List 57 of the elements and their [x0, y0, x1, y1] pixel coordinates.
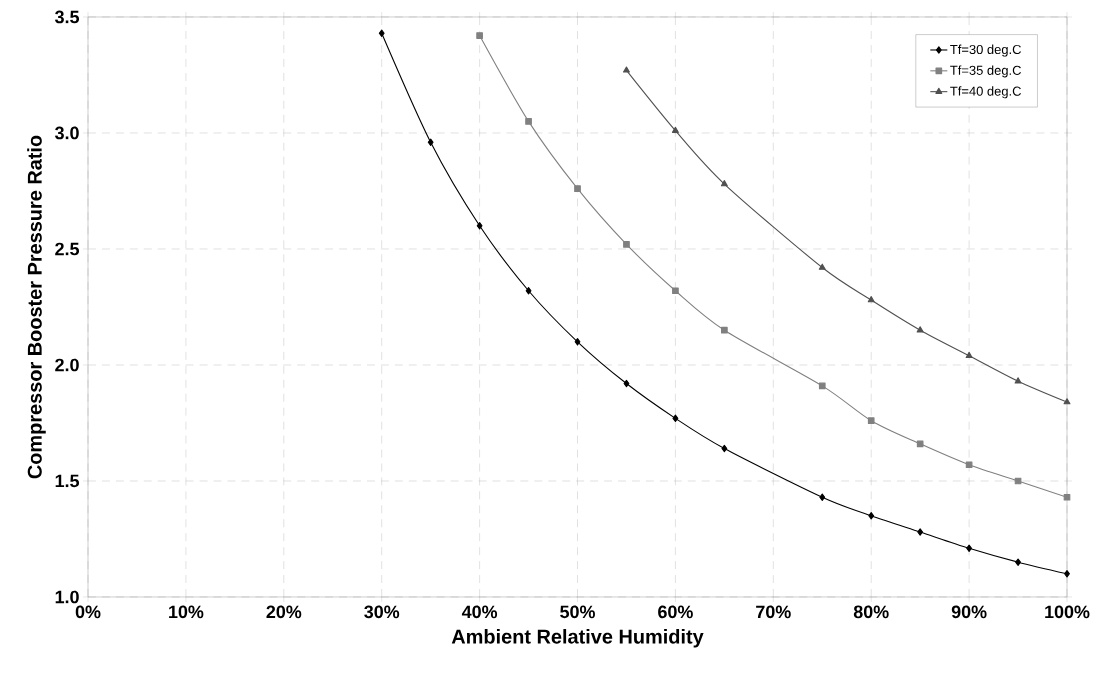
legend-label: Tf=30 deg.C [950, 44, 1021, 57]
point [867, 417, 875, 424]
x-tick-label: 60% [658, 605, 693, 619]
point [623, 379, 630, 388]
y-tick-label: 2.5 [55, 242, 80, 256]
y-tick-label: 1.0 [55, 590, 79, 604]
point [378, 29, 385, 37]
y-tick-label: 2.0 [55, 358, 79, 372]
y-axis-title: Compressor Booster Pressure Ratio [27, 135, 46, 479]
point [966, 544, 973, 552]
point [819, 493, 826, 501]
point [965, 351, 973, 358]
point [818, 382, 826, 390]
point [476, 222, 483, 230]
x-tick-label: 90% [951, 605, 987, 619]
point [867, 296, 875, 303]
point [671, 126, 679, 133]
point [574, 338, 581, 346]
point [1014, 477, 1022, 485]
x-tick-label: 20% [266, 605, 302, 619]
point [1064, 570, 1070, 578]
point [721, 444, 728, 453]
point [525, 118, 532, 125]
y-tick-label: 3.0 [54, 126, 79, 140]
y-tick-label: 3.5 [54, 10, 80, 24]
point [476, 32, 483, 39]
x-tick-label: 100% [1045, 605, 1090, 619]
point [720, 180, 728, 187]
point [622, 66, 630, 73]
x-tick-label: 50% [560, 605, 595, 619]
point [916, 326, 924, 333]
point [721, 326, 728, 334]
point [1063, 493, 1071, 501]
x-tick-label: 0% [75, 605, 101, 619]
y-tick-label: 1.5 [55, 474, 80, 488]
x-tick-label: 70% [756, 605, 791, 619]
point [1014, 377, 1022, 384]
point [965, 461, 973, 469]
point [1015, 558, 1021, 566]
point [1063, 398, 1071, 405]
point [623, 241, 630, 248]
legend-label: Tf=40 deg.C [950, 86, 1021, 99]
x-tick-label: 40% [461, 605, 498, 619]
x-tick-label: 10% [169, 605, 204, 619]
point [525, 287, 532, 295]
point [672, 287, 679, 295]
legend-label: Tf=35 deg.C [950, 65, 1021, 78]
point [427, 138, 434, 146]
point [818, 263, 826, 270]
point [916, 440, 924, 448]
x-tick-label: 80% [853, 605, 889, 619]
point [672, 414, 679, 423]
x-tick-label: 30% [364, 605, 400, 619]
point [574, 185, 581, 193]
point [868, 512, 875, 520]
point [917, 528, 924, 536]
x-axis-title: Ambient Relative Humidity [451, 629, 704, 648]
